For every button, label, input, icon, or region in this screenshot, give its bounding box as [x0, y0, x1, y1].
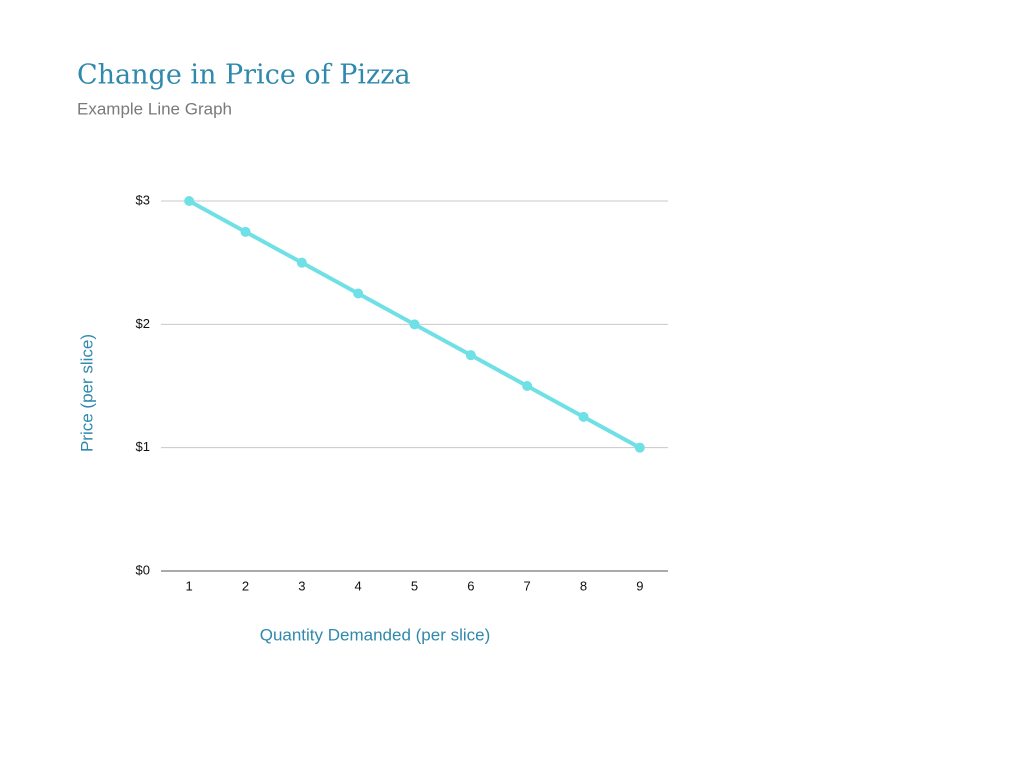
point	[296, 257, 307, 268]
y-tick-label: $1	[136, 439, 150, 454]
x-tick-label: 4	[355, 578, 362, 593]
point	[409, 319, 420, 330]
point	[522, 381, 533, 391]
x-tick-label: 7	[524, 578, 531, 593]
x-tick-label: 9	[636, 578, 643, 593]
point	[465, 350, 476, 361]
y-tick-label: $0	[136, 562, 150, 577]
x-tick-label: 1	[186, 578, 193, 593]
chart-subtitle: Example Line Graph	[77, 99, 232, 118]
point	[578, 411, 589, 422]
point	[353, 288, 364, 299]
x-tick-label: 8	[580, 578, 587, 593]
point	[184, 196, 195, 206]
y-tick-label: $2	[136, 316, 150, 331]
x-tick-label: 6	[467, 578, 474, 593]
x-tick-label: 3	[298, 578, 305, 593]
x-axis-label: Quantity Demanded (per slice)	[260, 625, 491, 644]
x-tick-label: 5	[411, 578, 418, 593]
point	[240, 226, 251, 237]
x-tick-label: 2	[242, 578, 249, 593]
y-axis-label: Price (per slice)	[77, 334, 96, 452]
chart-title: Change in Price of Pizza	[77, 60, 411, 91]
y-tick-label: $3	[136, 192, 150, 207]
point	[634, 442, 645, 453]
